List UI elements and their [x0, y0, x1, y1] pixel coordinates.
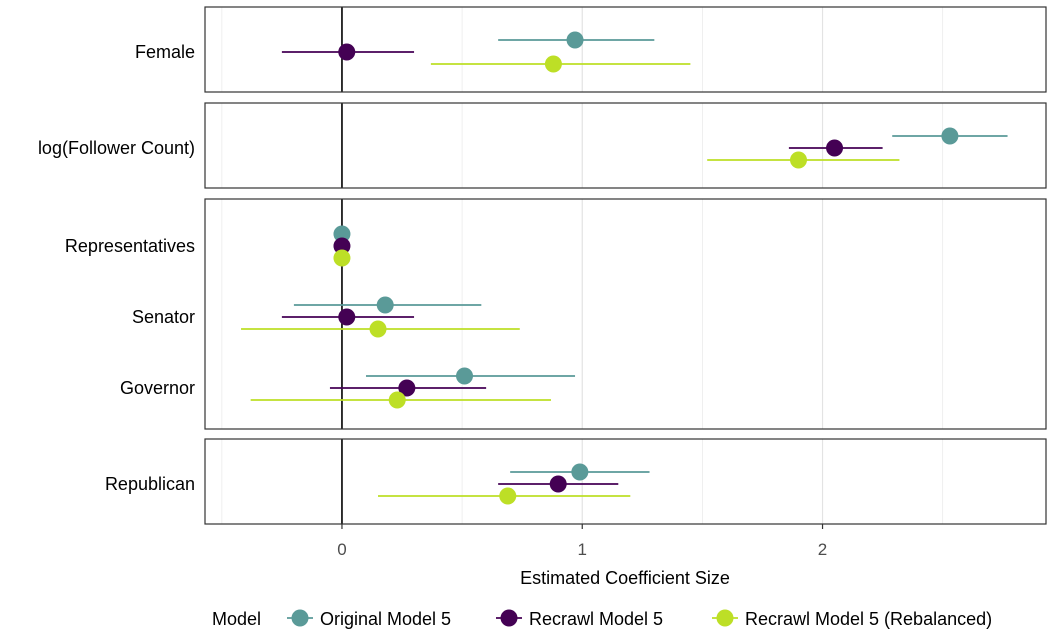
panel-background	[205, 7, 1046, 92]
panel-border	[204, 438, 1047, 525]
estimate-point	[571, 463, 589, 481]
estimate-point	[376, 296, 394, 314]
facet-panel: log(Follower Count)	[38, 103, 1046, 188]
estimate-point	[333, 237, 351, 255]
estimate-point	[790, 151, 808, 169]
legend-key-point	[500, 609, 518, 627]
estimate-point	[499, 487, 517, 505]
term-label: Senator	[132, 307, 195, 327]
legend: Model Original Model 5 Recrawl Model 5 Rec…	[212, 609, 992, 629]
x-axis-title: Estimated Coefficient Size	[520, 568, 730, 588]
estimate-point	[398, 379, 416, 397]
series-group	[293, 31, 1008, 481]
estimate-point	[333, 225, 351, 243]
panel-background	[205, 439, 1046, 524]
estimate-point	[544, 55, 562, 73]
term-label: Governor	[120, 378, 195, 398]
facet-panel: Republican	[105, 439, 1046, 524]
estimate-point	[388, 391, 406, 409]
estimate-point	[456, 367, 474, 385]
estimate-point	[826, 139, 844, 157]
term-label: Representatives	[65, 236, 195, 256]
legend-label: Recrawl Model 5 (Rebalanced)	[745, 609, 992, 629]
estimate-point	[566, 31, 584, 49]
x-axis: 0 1 2	[337, 524, 827, 559]
legend-label: Recrawl Model 5	[529, 609, 663, 629]
estimate-point	[333, 249, 351, 267]
estimate-point	[941, 127, 959, 145]
term-label: Republican	[105, 474, 195, 494]
facet-panel: Female	[135, 7, 1046, 92]
legend-title: Model	[212, 609, 261, 629]
panel-border	[204, 6, 1047, 93]
legend-item: Original Model 5	[287, 609, 451, 629]
x-tick-label: 2	[818, 540, 827, 559]
panel-border	[204, 198, 1047, 430]
legend-item: Recrawl Model 5 (Rebalanced)	[712, 609, 992, 629]
facet-panel: Representatives Senator Governor	[65, 199, 1046, 429]
panel-border	[204, 102, 1047, 189]
panels-layer: Female log(Follower Count) Representatives…	[38, 6, 1047, 525]
x-tick-label: 0	[337, 540, 346, 559]
estimate-point	[549, 475, 567, 493]
legend-item: Recrawl Model 5	[496, 609, 663, 629]
term-label: Female	[135, 42, 195, 62]
panel-background	[205, 199, 1046, 429]
legend-label: Original Model 5	[320, 609, 451, 629]
series-group	[241, 55, 900, 505]
series-group	[281, 43, 883, 493]
panel-background	[205, 103, 1046, 188]
legend-key-point	[291, 609, 309, 627]
legend-key-point	[716, 609, 734, 627]
estimate-point	[338, 43, 356, 61]
estimate-point	[369, 320, 387, 338]
estimate-point	[338, 308, 356, 326]
x-tick-label: 1	[578, 540, 587, 559]
term-label: log(Follower Count)	[38, 138, 195, 158]
